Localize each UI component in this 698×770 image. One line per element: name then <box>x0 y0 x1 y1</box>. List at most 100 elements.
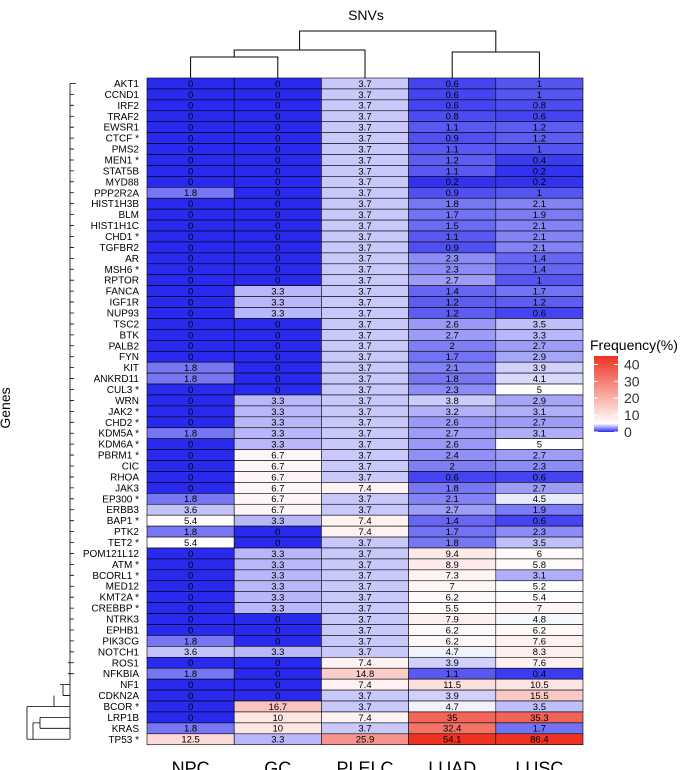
cell-value: 1.1 <box>446 166 459 177</box>
cell-value: 3.7 <box>358 647 371 658</box>
cell-value: 10 <box>273 713 284 724</box>
cell-value: 54.1 <box>443 735 462 746</box>
cell-value: 7.3 <box>446 571 459 582</box>
cell-value: 8.9 <box>446 560 459 571</box>
row-label: PPP2R2A <box>94 188 139 199</box>
cell-value: 3.6 <box>184 505 197 516</box>
cell-value: 0 <box>275 363 280 374</box>
cell-value: 1.8 <box>184 669 197 680</box>
cell-value: 2.6 <box>446 319 459 330</box>
cell-value: 3.3 <box>271 549 284 560</box>
cell-value: 0 <box>275 144 280 155</box>
cell-value: 0 <box>188 593 193 604</box>
cell-value: 0 <box>188 210 193 221</box>
cell-value: 0 <box>188 166 193 177</box>
cell-value: 0 <box>188 112 193 123</box>
row-label: FYN <box>119 352 139 363</box>
cell-value: 0.6 <box>533 308 546 319</box>
cell-value: 0 <box>188 680 193 691</box>
cell-value: 7.4 <box>358 658 371 669</box>
cell-value: 3.7 <box>358 90 371 101</box>
cell-value: 0 <box>188 450 193 461</box>
cell-value: 0.6 <box>533 112 546 123</box>
row-label: JAK2 * <box>108 407 139 418</box>
cell-value: 6.2 <box>533 625 546 636</box>
row-label: MED12 <box>106 582 140 593</box>
legend-tick-label: 40 <box>624 356 640 372</box>
cell-value: 1 <box>537 188 542 199</box>
cell-value: 0 <box>275 538 280 549</box>
cell-value: 3.3 <box>271 407 284 418</box>
cell-value: 6.7 <box>271 483 284 494</box>
cell-value: 3.7 <box>358 319 371 330</box>
cell-value: 3.2 <box>446 407 459 418</box>
cell-value: 4.1 <box>533 374 546 385</box>
cell-value: 0.6 <box>446 90 459 101</box>
cell-value: 0 <box>275 112 280 123</box>
cell-value: 3.7 <box>358 123 371 134</box>
cell-value: 1.7 <box>446 210 459 221</box>
cell-value: 5.5 <box>446 604 459 615</box>
cell-value: 0 <box>188 582 193 593</box>
cell-value: 7.6 <box>533 636 546 647</box>
row-dendrogram-branches <box>26 83 76 740</box>
cell-value: 3.7 <box>358 188 371 199</box>
cell-value: 6.7 <box>271 472 284 483</box>
cell-value: 0 <box>188 396 193 407</box>
cell-value: 0 <box>188 440 193 451</box>
cell-value: 0 <box>275 669 280 680</box>
cell-value: 0 <box>275 188 280 199</box>
cell-value: 35.3 <box>530 713 549 724</box>
cell-value: 0 <box>275 90 280 101</box>
cell-value: 3.7 <box>358 450 371 461</box>
cell-value: 0 <box>275 374 280 385</box>
cell-value: 2.1 <box>446 363 459 374</box>
cell-value: 3.7 <box>358 101 371 112</box>
cell-value: 3.3 <box>271 429 284 440</box>
cell-value: 0.8 <box>446 112 459 123</box>
cell-value: 0.2 <box>446 177 459 188</box>
cell-value: 0 <box>188 101 193 112</box>
cell-value: 2.7 <box>446 330 459 341</box>
cell-value: 1.8 <box>184 429 197 440</box>
cell-value: 0 <box>275 155 280 166</box>
cell-value: 0.6 <box>446 79 459 90</box>
cell-value: 0 <box>275 177 280 188</box>
cell-value: 0 <box>275 341 280 352</box>
cell-value: 3.1 <box>533 407 546 418</box>
cell-value: 0 <box>275 210 280 221</box>
cell-value: 3.7 <box>358 549 371 560</box>
row-label: ROS1 <box>112 658 140 669</box>
cell-value: 3.7 <box>358 429 371 440</box>
cell-value: 0 <box>275 680 280 691</box>
cell-value: 16.7 <box>269 702 288 713</box>
cell-value: 3.7 <box>358 407 371 418</box>
cell-value: 1.8 <box>184 527 197 538</box>
cell-value: 3.1 <box>533 571 546 582</box>
cell-value: 8.3 <box>533 647 546 658</box>
row-label: MYD88 <box>106 177 140 188</box>
cell-value: 1 <box>537 144 542 155</box>
cell-value: 2 <box>450 341 455 352</box>
cell-value: 6.7 <box>271 461 284 472</box>
cell-value: 3.7 <box>358 385 371 396</box>
row-label: ERBB3 <box>106 505 139 516</box>
cell-value: 6.7 <box>271 450 284 461</box>
cell-value: 7.4 <box>358 483 371 494</box>
cell-value: 0 <box>188 134 193 145</box>
cell-value: 3.7 <box>358 538 371 549</box>
cell-value: 0 <box>188 385 193 396</box>
cell-value: 1.7 <box>533 724 546 735</box>
legend-tick-label: 0 <box>624 424 632 440</box>
cell-value: 9.4 <box>446 549 459 560</box>
row-label: ATM * <box>112 560 139 571</box>
cell-value: 3.7 <box>358 582 371 593</box>
cell-value: 1.2 <box>446 308 459 319</box>
row-label: AKT1 <box>114 79 139 90</box>
cell-value: 1.2 <box>446 297 459 308</box>
cell-value: 1.8 <box>184 374 197 385</box>
cell-value: 1.1 <box>446 669 459 680</box>
cell-value: 0 <box>275 166 280 177</box>
cell-value: 1.9 <box>533 210 546 221</box>
cell-value: 0 <box>188 287 193 298</box>
